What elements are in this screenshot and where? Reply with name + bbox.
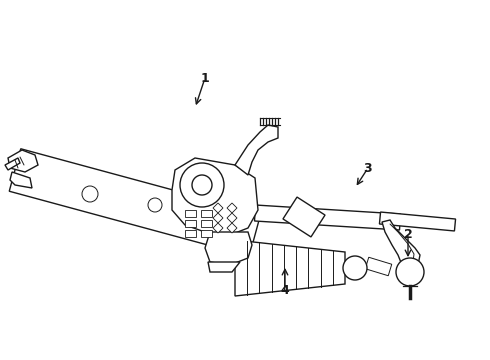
Polygon shape [235,125,278,175]
Polygon shape [283,197,325,237]
Polygon shape [208,262,240,272]
Polygon shape [365,257,392,276]
Text: 1: 1 [200,72,209,85]
Circle shape [148,198,162,212]
Circle shape [343,256,367,280]
Text: 2: 2 [404,228,413,240]
Polygon shape [10,172,32,188]
Polygon shape [382,220,420,270]
Circle shape [180,163,224,207]
Polygon shape [254,205,400,230]
Polygon shape [172,158,258,235]
Circle shape [192,175,212,195]
Polygon shape [379,212,456,231]
Polygon shape [185,230,196,237]
Polygon shape [205,232,252,265]
Text: 4: 4 [281,284,290,297]
Polygon shape [5,158,20,170]
Polygon shape [213,213,223,223]
Polygon shape [227,213,237,223]
Polygon shape [185,210,196,217]
Polygon shape [185,220,196,227]
Polygon shape [8,150,38,172]
Text: 3: 3 [364,162,372,175]
Polygon shape [227,203,237,213]
Polygon shape [235,240,345,296]
Polygon shape [201,220,212,227]
Polygon shape [227,223,237,233]
Polygon shape [213,203,223,213]
Polygon shape [9,149,261,256]
Polygon shape [201,230,212,237]
Polygon shape [201,210,212,217]
Circle shape [82,186,98,202]
Circle shape [396,258,424,286]
Polygon shape [213,223,223,233]
